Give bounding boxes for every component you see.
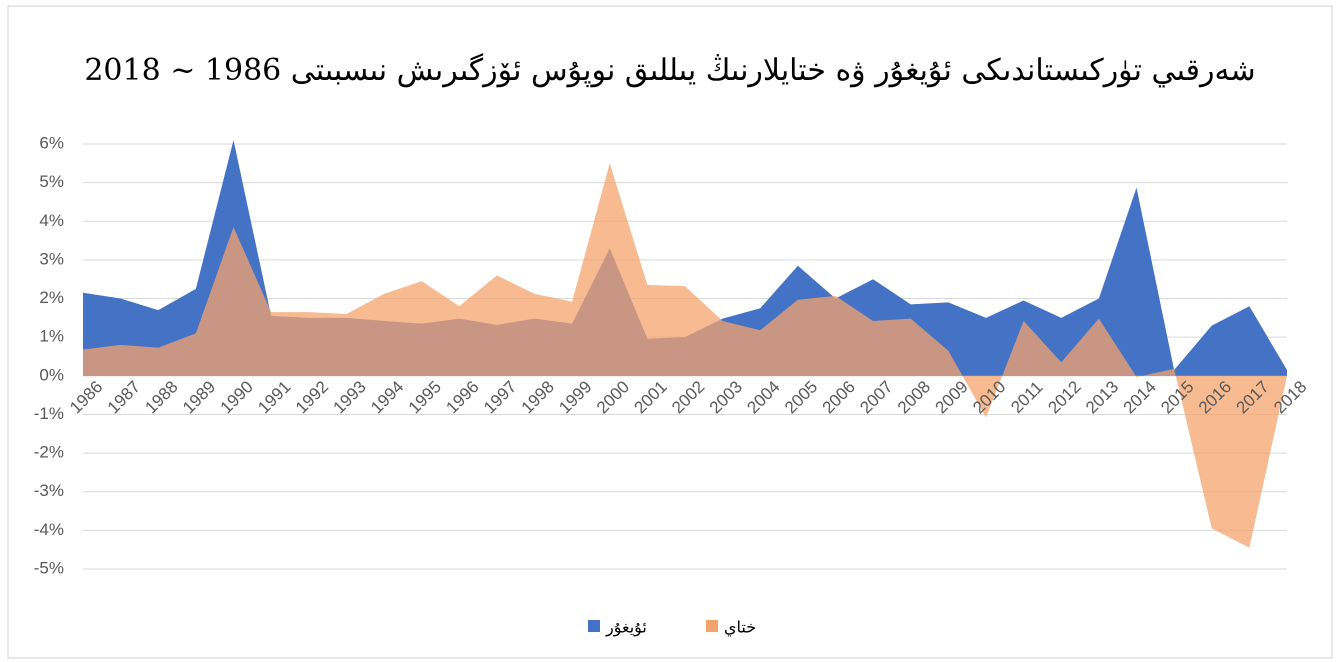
y-tick-label: 3% (39, 249, 64, 268)
y-tick-label: 4% (39, 211, 64, 230)
y-tick-label: -1% (34, 404, 64, 423)
y-tick-label: -3% (34, 481, 64, 500)
y-tick-label: 6% (39, 133, 64, 152)
area (83, 163, 1287, 548)
y-tick-label: 1% (39, 327, 64, 346)
legend-swatch (588, 620, 600, 632)
y-tick-label: 5% (39, 172, 64, 191)
legend-label: ختاي (724, 618, 756, 638)
y-tick-label: -5% (34, 558, 64, 577)
y-tick-label: -4% (34, 520, 64, 539)
y-tick-label: 0% (39, 365, 64, 384)
legend-swatch (706, 620, 718, 632)
chart-title: شەرقىي تۈركىستاندىكى ئۇيغۇر ۋە ختايلارنى… (84, 53, 1255, 88)
y-tick-label: -2% (34, 443, 64, 462)
legend-label: ئۇيغۇر (605, 618, 647, 638)
y-tick-label: 2% (39, 288, 64, 307)
